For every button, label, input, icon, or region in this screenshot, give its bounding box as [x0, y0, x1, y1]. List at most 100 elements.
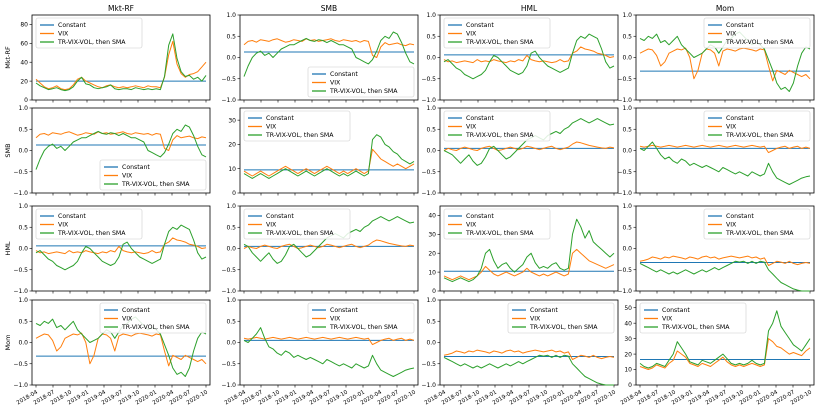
legend-label: TR-VIX-VOL, then SMA: [465, 230, 534, 237]
legend-label: Constant: [726, 22, 754, 29]
series-line-tr-vix-vol-then-sma: [639, 141, 811, 185]
legend-label: VIX: [58, 222, 69, 229]
legend-label: VIX: [726, 31, 737, 38]
legend-label: VIX: [530, 316, 541, 323]
y-tick-label: 1.0: [426, 12, 436, 19]
legend-box: [703, 208, 811, 240]
y-tick-label: 60: [20, 41, 28, 48]
y-tick-label: −1.0: [617, 288, 632, 295]
series-line-tr-vix-vol-then-sma: [243, 134, 415, 179]
y-tick-label: −0.5: [421, 76, 436, 83]
panel-mom-hml: −1.0−0.50.00.51.02018-042018-072018-1020…: [421, 297, 619, 406]
series-line-tr-vix-vol-then-sma: [243, 31, 415, 77]
y-tick-label: 10: [428, 269, 436, 276]
legend-box: [99, 159, 207, 191]
legend-box: [243, 208, 351, 240]
panel-hml-mkt-rf: HML −1.0 −0.5 0.0 0.5 1.0 Constant VIXTR-VIX-VO…: [4, 203, 211, 295]
y-tick-label: 0.5: [226, 224, 236, 231]
y-tick-label: 10: [228, 166, 236, 173]
series-line-vix: [243, 148, 415, 177]
y-tick-label: 0.5: [622, 33, 632, 40]
legend-box: [35, 208, 143, 240]
legend-label: Constant: [58, 213, 86, 220]
series-line-vix: [639, 47, 811, 82]
series-line-vix: [639, 255, 811, 266]
y-tick-label: 0.5: [426, 126, 436, 133]
legend-label: TR-VIX-VOL, then SMA: [465, 39, 534, 46]
y-tick-label: 0.0: [622, 55, 632, 62]
y-tick-label: −1.0: [421, 97, 436, 104]
panel-title: Mom: [716, 4, 734, 13]
legend-label: Constant: [330, 307, 358, 314]
series-line-tr-vix-vol-then-sma: [35, 124, 207, 170]
y-tick-label: −0.5: [421, 169, 436, 176]
y-tick-label: 0.5: [18, 126, 28, 133]
legend-label: Constant: [466, 115, 494, 122]
y-tick-label: 1.0: [622, 105, 632, 112]
y-tick-label: −0.5: [617, 76, 632, 83]
y-axis-label: HML: [4, 241, 12, 255]
series-line-tr-vix-vol-then-sma: [35, 224, 207, 271]
y-tick-label: 1.0: [226, 297, 236, 304]
legend-label: Constant: [530, 307, 558, 314]
legend-label: VIX: [330, 80, 341, 87]
panel-mom-mom: 010203040502018-042018-072018-102019-012…: [620, 299, 815, 406]
legend-box: [507, 302, 615, 334]
legend-label: TR-VIX-VOL, then SMA: [725, 132, 794, 139]
legend-label: VIX: [726, 124, 737, 131]
y-tick-label: −0.5: [617, 169, 632, 176]
panel-title: Mkt-RF: [108, 4, 134, 13]
y-tick-label: 0.0: [426, 148, 436, 155]
y-tick-label: −0.5: [13, 267, 28, 274]
y-tick-label: 0.0: [18, 340, 28, 347]
legend-label: VIX: [330, 316, 341, 323]
legend-label: Constant: [266, 213, 294, 220]
panel-smb-mom: −1.0 −0.5 0.0 0.5 1.0 Constant VIXTR-VIX-VOL, …: [617, 105, 815, 197]
y-axis-label: Mom: [4, 335, 12, 351]
y-tick-label: 20: [624, 351, 632, 358]
series-line-vix: [639, 338, 811, 370]
y-tick-label: 80: [20, 22, 28, 29]
legend-label: Constant: [726, 213, 754, 220]
y-tick-label: 1.0: [18, 297, 28, 304]
series-line-tr-vix-vol-then-sma: [443, 33, 615, 80]
y-tick-label: 40: [20, 59, 28, 66]
y-tick-label: 0.0: [18, 148, 28, 155]
y-tick-label: 0.5: [426, 318, 436, 325]
series-line-tr-vix-vol-then-sma: [639, 310, 811, 369]
series-line-vix: [639, 144, 811, 154]
y-tick-label: −1.0: [421, 190, 436, 197]
series-line-tr-vix-vol-then-sma: [35, 33, 207, 92]
y-tick-label: −1.0: [617, 97, 632, 104]
y-tick-label: 40: [428, 213, 436, 220]
legend-box: [443, 208, 551, 240]
panel-mom-smb: −1.0−0.50.00.51.02018-042018-072018-1020…: [221, 297, 419, 406]
y-tick-label: −0.5: [221, 267, 236, 274]
series-line-vix: [35, 237, 207, 255]
series-line-tr-vix-vol-then-sma: [639, 260, 810, 292]
y-tick-label: 50: [624, 305, 632, 312]
y-tick-label: 0.5: [18, 224, 28, 231]
legend-label: Constant: [58, 22, 86, 29]
y-tick-label: 0.5: [226, 318, 236, 325]
legend-label: TR-VIX-VOL, then SMA: [725, 39, 794, 46]
legend-box: [703, 17, 811, 49]
series-line-vix: [35, 332, 207, 367]
legend-label: TR-VIX-VOL, then SMA: [57, 230, 126, 237]
y-tick-label: 1.0: [226, 12, 236, 19]
y-tick-label: 0: [628, 382, 632, 389]
y-tick-label: 20: [428, 250, 436, 257]
y-tick-label: 0.0: [426, 340, 436, 347]
legend-label: TR-VIX-VOL, then SMA: [329, 324, 398, 331]
y-tick-label: 1.0: [622, 12, 632, 19]
y-tick-label: 0.0: [226, 246, 236, 253]
panel-smb-mkt-rf: SMB −1.0 −0.5 0.0 0.5 1.0 Constant VIXTR-VIX-VO…: [4, 105, 211, 197]
series-line-vix: [243, 239, 415, 249]
